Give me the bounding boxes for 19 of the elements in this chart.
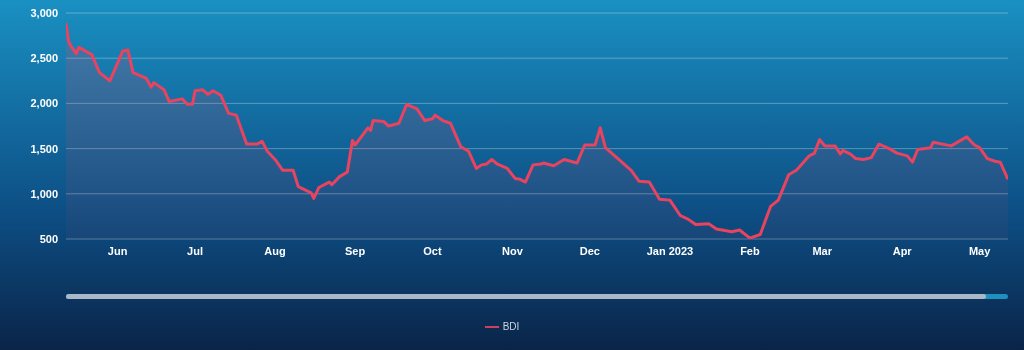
x-tick-label: Nov [502,244,524,257]
x-tick-label: Jan 2023 [646,244,694,257]
x-tick-label: Oct [423,244,442,257]
x-tick-label: Feb [740,244,760,257]
x-tick-label: Dec [579,244,600,257]
x-tick-label: Jun [107,244,128,257]
x-tick-label: Sep [344,244,366,257]
y-tick-label: 1,000 [30,187,58,200]
x-tick-label: Jul [187,244,203,257]
x-tick-label: Apr [892,244,913,257]
y-tick-label: 500 [39,232,58,245]
y-tick-label: 1,500 [30,142,58,155]
x-tick-label: Aug [264,244,286,257]
legend-label: BDI [502,320,520,332]
x-tick-label: May [968,244,992,257]
y-tick-label: 2,500 [30,52,58,65]
y-tick-label: 3,000 [30,6,58,19]
y-tick-label: 2,000 [30,97,58,110]
x-tick-label: Mar [812,244,833,257]
